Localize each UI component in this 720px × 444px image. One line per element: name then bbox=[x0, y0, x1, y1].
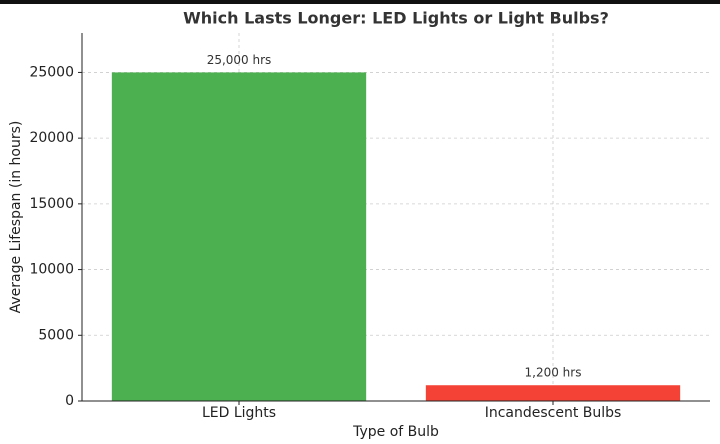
y-tick-label: 0 bbox=[65, 393, 74, 409]
x-tick-label: LED Lights bbox=[202, 405, 276, 421]
x-tick-label: Incandescent Bulbs bbox=[485, 405, 622, 421]
value-label: 1,200 hrs bbox=[525, 366, 582, 380]
y-tick-label: 20000 bbox=[29, 130, 74, 146]
bar bbox=[111, 72, 367, 401]
bar bbox=[425, 385, 681, 401]
y-tick-label: 5000 bbox=[38, 327, 74, 343]
top-border bbox=[0, 0, 720, 4]
y-tick-label: 15000 bbox=[29, 196, 74, 212]
chart-title: Which Lasts Longer: LED Lights or Light … bbox=[183, 9, 609, 28]
x-axis-label: Type of Bulb bbox=[352, 424, 439, 440]
y-tick-label: 10000 bbox=[29, 262, 74, 278]
y-axis-label: Average Lifespan (in hours) bbox=[8, 121, 24, 314]
value-label: 25,000 hrs bbox=[207, 53, 272, 67]
y-tick-label: 25000 bbox=[29, 64, 74, 80]
